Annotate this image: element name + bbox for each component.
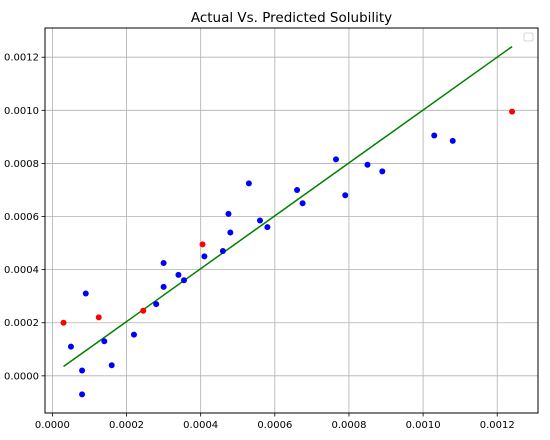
legend-box <box>523 32 534 42</box>
data-point <box>264 224 271 231</box>
y-tick-label: 0.0004 <box>4 265 39 276</box>
data-point <box>108 362 115 369</box>
fit-line-layer <box>63 45 513 368</box>
data-point <box>160 283 167 290</box>
data-point <box>82 290 89 297</box>
data-point <box>175 271 182 278</box>
data-point <box>219 248 226 255</box>
data-point <box>101 338 108 345</box>
data-point <box>449 137 456 144</box>
plot-frame <box>44 27 539 414</box>
x-tick-label: 0.0000 <box>35 420 70 431</box>
x-tick-label: 0.0008 <box>331 420 366 431</box>
data-point <box>79 367 86 374</box>
data-point <box>379 168 386 175</box>
data-point <box>130 331 137 338</box>
data-point <box>256 217 263 224</box>
x-tick-label: 0.0006 <box>257 420 292 431</box>
grid <box>45 28 538 413</box>
chart-title: Actual Vs. Predicted Solubility <box>191 10 392 26</box>
y-tick-label: 0.0006 <box>4 212 39 223</box>
data-point <box>364 161 371 168</box>
data-point <box>332 156 339 163</box>
data-point <box>60 319 67 326</box>
ticks: 0.0000 0.0002 0.0004 0.0006 0.0008 0.0010 0.00… <box>4 53 515 431</box>
data-point <box>153 301 160 308</box>
data-point <box>431 132 438 139</box>
data-point <box>199 241 206 248</box>
data-point <box>299 200 306 207</box>
x-tick-label: 0.0012 <box>480 420 515 431</box>
points-layer <box>60 108 516 398</box>
data-point <box>67 343 74 350</box>
x-tick-label: 0.0002 <box>109 420 144 431</box>
y-tick-label: 0.0008 <box>4 159 39 170</box>
data-point <box>79 391 86 398</box>
y-tick-label: 0.0010 <box>4 106 39 117</box>
data-point <box>95 314 102 321</box>
y-tick-label: 0.0000 <box>4 371 39 382</box>
data-point <box>509 108 516 115</box>
data-point <box>342 192 349 199</box>
y-tick-label: 0.0002 <box>4 318 39 329</box>
data-point <box>225 210 232 217</box>
data-point <box>181 277 188 284</box>
data-point <box>201 253 208 260</box>
fit-line <box>63 45 513 368</box>
data-point <box>140 307 147 314</box>
y-tick-label: 0.0012 <box>4 53 39 64</box>
x-tick-label: 0.0004 <box>183 420 218 431</box>
x-tick-label: 0.0010 <box>406 420 441 431</box>
data-point <box>294 186 301 193</box>
data-point <box>227 229 234 236</box>
data-point <box>245 180 252 187</box>
data-point <box>160 259 167 266</box>
